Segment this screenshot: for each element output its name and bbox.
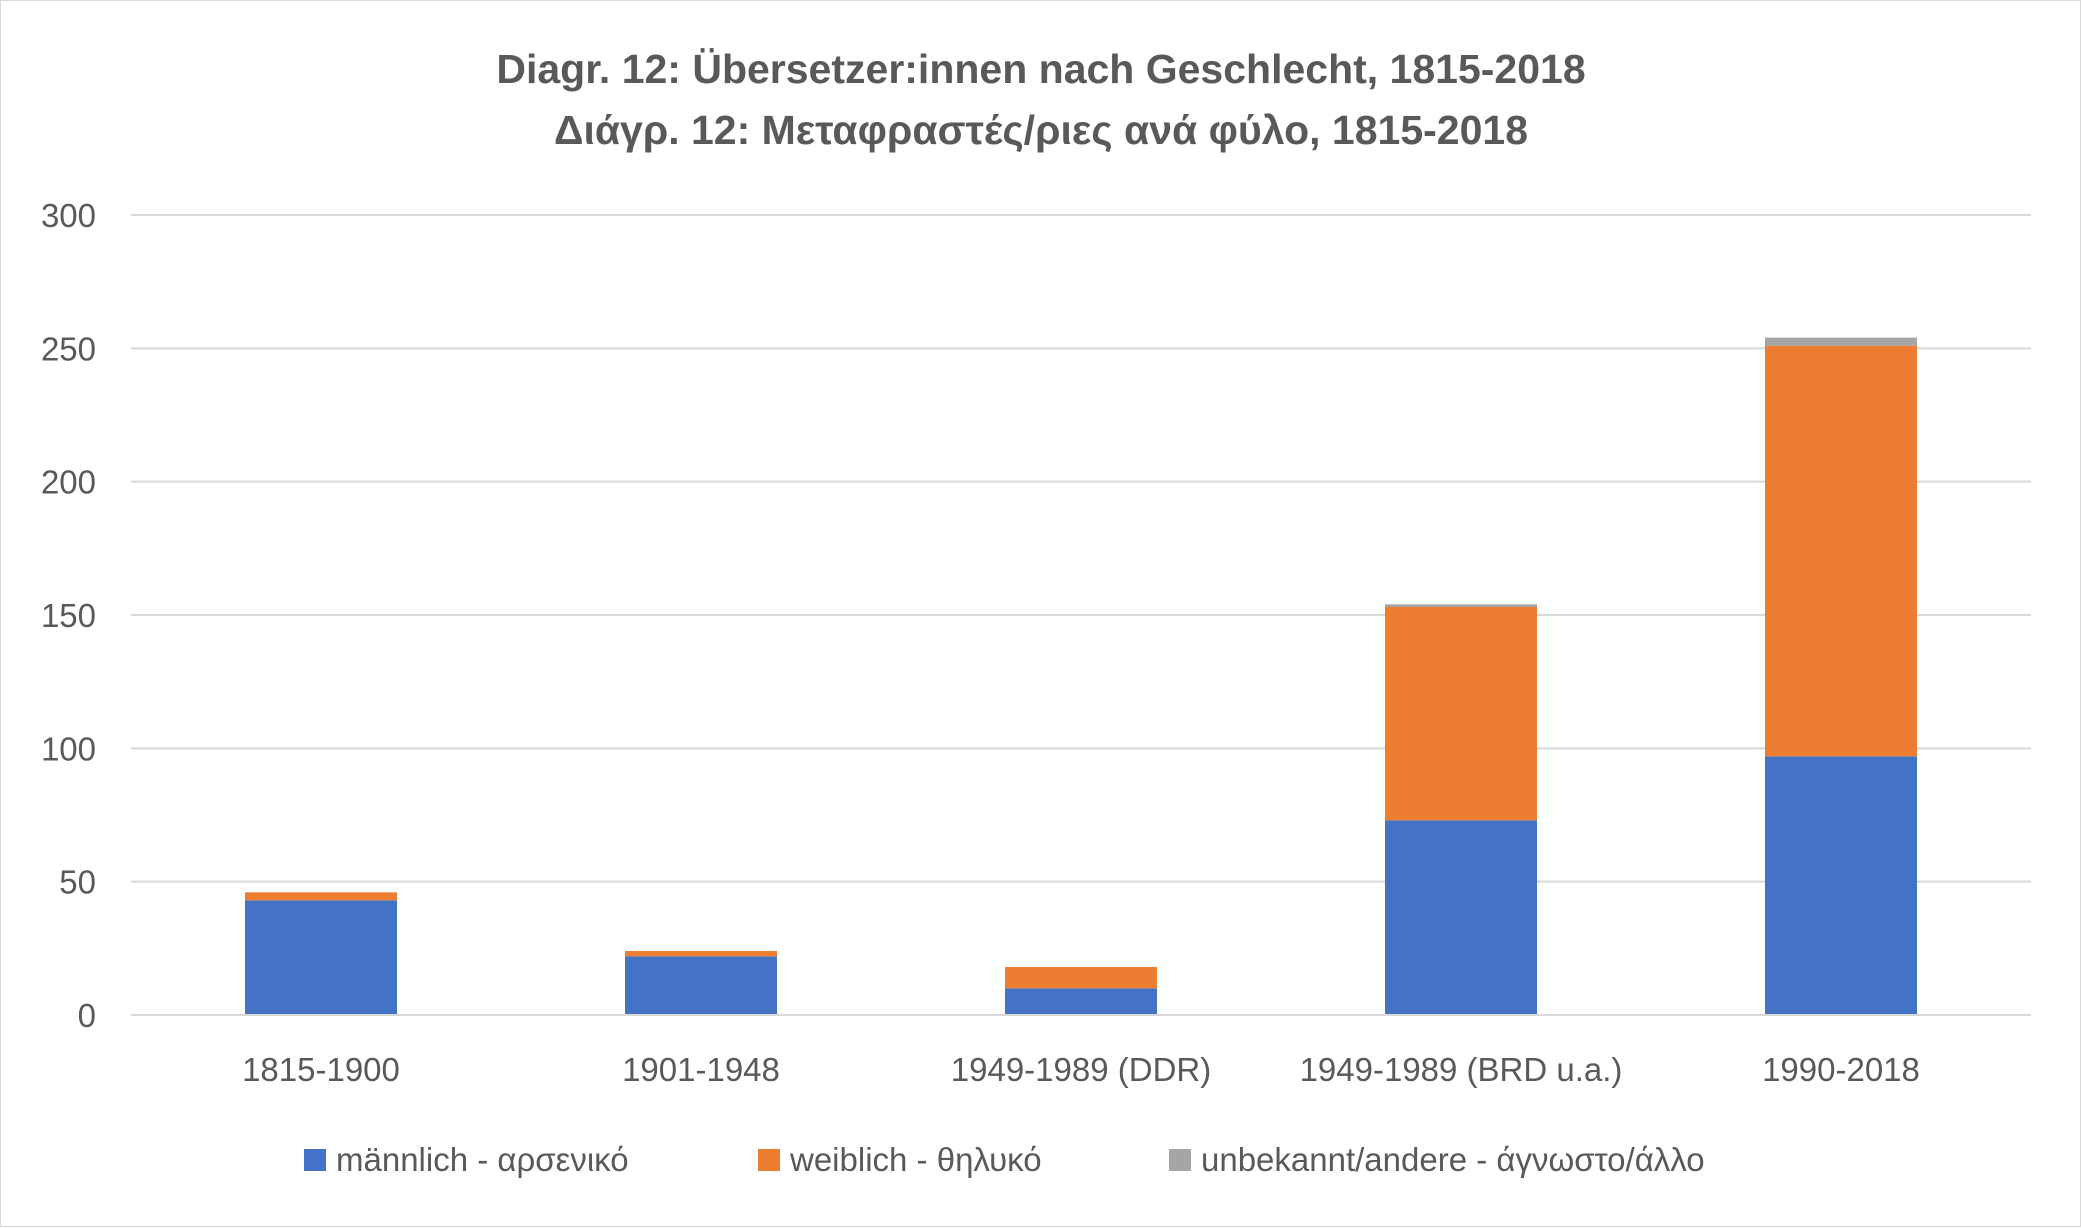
y-tick-label: 0 (78, 997, 96, 1034)
legend-label-2: weiblich - θηλυκό (789, 1141, 1042, 1178)
legend-swatch-1 (304, 1149, 326, 1171)
chart-title: Diagr. 12: Übersetzer:innen nach Geschle… (496, 46, 1585, 92)
x-tick-label: 1990-2018 (1762, 1051, 1920, 1088)
y-tick-label: 150 (41, 597, 96, 634)
x-tick-label: 1949-1989 (DDR) (951, 1051, 1211, 1088)
bar-1-3 (1005, 988, 1157, 1015)
bar-2-4 (1385, 607, 1537, 821)
bar-3-5 (1765, 337, 1917, 346)
y-tick-label: 300 (41, 197, 96, 234)
y-tick-label: 250 (41, 330, 96, 367)
bar-1-5 (1765, 756, 1917, 1015)
bars (245, 337, 1917, 1015)
legend: männlich - αρσενικό weiblich - θηλυκό unbe… (304, 1141, 1705, 1178)
bar-1-1 (245, 900, 397, 1015)
gridlines (131, 214, 2031, 1016)
legend-label-3: unbekannt/andere - άγνωστο/άλλο (1201, 1141, 1705, 1178)
chart-subtitle: Διάγρ. 12: Μεταφραστές/ριες ανά φύλο, 18… (554, 107, 1528, 153)
y-tick-label: 200 (41, 464, 96, 501)
bar-1-4 (1385, 820, 1537, 1015)
x-axis-tick-labels: 1815-1900 1901-1948 1949-1989 (DDR) 1949-19… (242, 1051, 1920, 1088)
legend-swatch-2 (758, 1149, 780, 1171)
y-axis-tick-labels: 0 50 100 150 200 250 300 (41, 197, 96, 1034)
legend-label-1: männlich - αρσενικό (336, 1141, 629, 1178)
x-tick-label: 1815-1900 (242, 1051, 400, 1088)
bar-2-1 (245, 892, 397, 901)
bar-2-3 (1005, 967, 1157, 989)
y-tick-label: 50 (59, 864, 96, 901)
bar-2-2 (625, 951, 777, 957)
y-tick-label: 100 (41, 730, 96, 767)
bar-3-4 (1385, 604, 1537, 607)
x-tick-label: 1949-1989 (BRD u.a.) (1300, 1051, 1623, 1088)
legend-swatch-3 (1169, 1149, 1191, 1171)
x-tick-label: 1901-1948 (622, 1051, 780, 1088)
bar-1-2 (625, 956, 777, 1015)
bar-2-5 (1765, 345, 1917, 757)
